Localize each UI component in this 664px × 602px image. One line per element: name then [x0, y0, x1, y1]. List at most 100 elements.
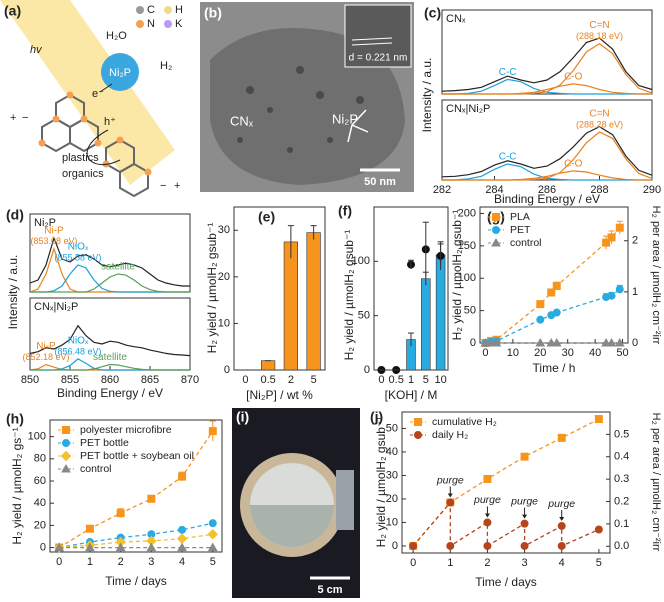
y-tick-label: 40 — [386, 446, 398, 458]
atom-key — [136, 20, 144, 28]
bar — [421, 278, 431, 371]
y-tick-label: 100 — [352, 255, 370, 267]
charge: − — [160, 180, 166, 192]
y-axis-label: H₂ yield / µmolH₂ gs⁻¹ — [10, 427, 24, 544]
atom-key — [164, 20, 172, 28]
marker — [606, 337, 617, 347]
series-line — [412, 418, 600, 547]
x-tick-label: 2 — [288, 374, 294, 386]
hole-label: h⁺ — [104, 116, 116, 128]
legend-marker — [62, 439, 70, 447]
x-tick-label: 50 — [616, 347, 628, 359]
carbon-nitride — [41, 93, 149, 198]
y-axis-label: H₂ yield / µmolH₂ gsub⁻¹ — [450, 210, 464, 341]
marker — [557, 541, 566, 550]
peak-label: C-C — [499, 67, 517, 78]
plot-frame — [479, 206, 629, 344]
series-line — [441, 37, 653, 92]
panel-i: (i) 5 cm — [232, 408, 360, 598]
y-axis-label: H₂ yield / µmolH₂ gsub⁻¹ — [342, 230, 356, 361]
x-tick-label: 3 — [148, 556, 154, 568]
x-tick-label: 40 — [589, 347, 601, 359]
x-tick-label: 20 — [534, 347, 546, 359]
y-tick-label: 60 — [34, 475, 46, 487]
legend-marker — [491, 237, 501, 247]
marker — [520, 519, 529, 528]
y-tick-label: 20 — [34, 519, 46, 531]
x-tick-label: 3 — [522, 557, 528, 569]
y-tick-label: 0 — [40, 541, 46, 553]
legend-marker — [492, 226, 500, 234]
x-tick-label: 282 — [433, 184, 451, 196]
series-line — [29, 236, 190, 287]
y2-tick-label: 0.0 — [614, 540, 629, 552]
annotation: purge — [473, 494, 501, 506]
marker — [207, 529, 218, 540]
panel-label: (i) — [236, 409, 249, 425]
x-tick-label: 30 — [562, 347, 574, 359]
x-tick-label: 284 — [485, 184, 503, 196]
series-line — [59, 522, 213, 549]
marker — [607, 291, 616, 300]
y-tick-label: 40 — [34, 497, 46, 509]
electron-label: e⁻ — [92, 88, 104, 100]
panel-label: (c) — [424, 5, 441, 21]
water-label: H₂O — [106, 30, 127, 42]
bar — [306, 232, 321, 371]
reactor-fitting — [336, 470, 354, 530]
x-tick-label: 0 — [242, 374, 248, 386]
bar — [283, 241, 298, 371]
marker — [551, 337, 562, 347]
panel-b: (b) d = 0.221 nm CNₓ Ni₂P 50 nm — [200, 2, 414, 192]
marker — [178, 472, 187, 481]
x-axis-label: [KOH] / M — [385, 388, 438, 402]
x-tick-label: 0 — [56, 556, 62, 568]
peak-label: C=N — [589, 20, 609, 31]
support-label: CNₓ — [230, 113, 254, 128]
series-line — [29, 324, 191, 357]
x-tick-label: 10 — [434, 374, 446, 386]
series-line — [59, 533, 213, 549]
x-tick-label: 5 — [311, 374, 317, 386]
peak-position: (852.18 eV) — [22, 352, 69, 362]
x-axis-label: Time / days — [105, 574, 167, 588]
legend-label: cumulative H₂ — [432, 416, 497, 428]
marker — [115, 542, 126, 552]
legend-label: control — [80, 463, 112, 475]
subplot-title: CNₓ — [446, 13, 466, 25]
peak-position: (288.28 eV) — [576, 119, 623, 129]
atom-label: N — [147, 18, 155, 30]
plot-frame — [401, 411, 611, 554]
marker — [557, 433, 566, 442]
marker — [147, 494, 156, 503]
series-line — [30, 273, 190, 293]
marker — [535, 337, 546, 347]
ni2p-particle — [101, 53, 139, 91]
series-line — [30, 363, 190, 371]
x-tick-label: 870 — [181, 374, 199, 386]
marker — [614, 337, 625, 347]
annotation: purge — [436, 474, 464, 486]
peak-label: C-O — [564, 159, 583, 170]
charge: + — [10, 112, 16, 124]
marker — [208, 427, 217, 436]
peak-label: C-O — [564, 72, 583, 83]
catalyst-label: Ni₂P — [109, 67, 131, 79]
peak-label: satellite — [93, 352, 127, 363]
marker — [409, 541, 418, 550]
y-tick-label: 50 — [386, 422, 398, 434]
peak-label: Ni-P — [44, 225, 64, 236]
x-axis-label: Time / h — [533, 361, 576, 375]
y-tick-label: 80 — [34, 453, 46, 465]
panel-label: (d) — [6, 207, 24, 223]
peak-position: (288.18 eV) — [576, 31, 623, 41]
marker — [536, 315, 545, 324]
marker — [146, 542, 157, 552]
x-tick-label: 10 — [507, 347, 519, 359]
x-tick-label: 2 — [484, 557, 490, 569]
y-axis-label: H₂ yield / µmolH₂ gsub⁻¹ — [205, 223, 219, 354]
marker — [602, 238, 611, 247]
light-beam — [0, 0, 175, 185]
marker — [491, 337, 502, 347]
plot-frame — [441, 9, 653, 95]
